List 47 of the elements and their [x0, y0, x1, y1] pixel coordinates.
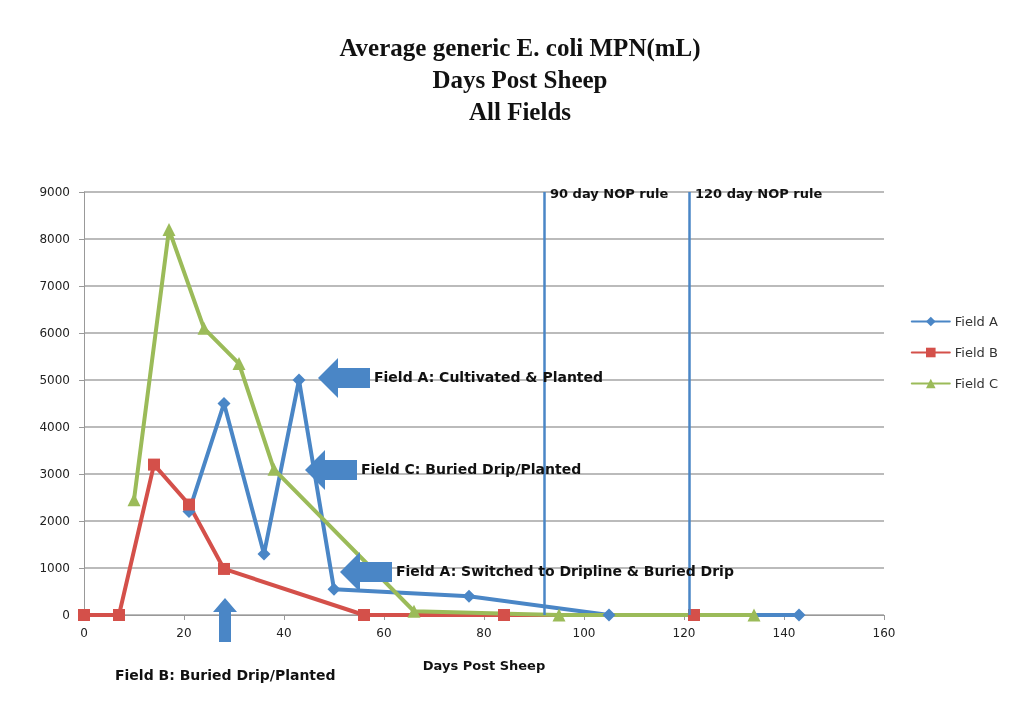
point	[602, 608, 616, 622]
y-tick-label: 3000	[39, 467, 70, 481]
x-tick-label: 60	[376, 626, 392, 640]
point	[498, 609, 510, 621]
y-tick-label: 4000	[39, 420, 70, 434]
point	[462, 589, 476, 603]
legend-label: Field B	[954, 345, 998, 360]
point	[183, 498, 195, 511]
x-tick-label: 160	[872, 626, 896, 640]
x-tick-label: 80	[476, 626, 492, 640]
x-tick-label: 100	[572, 626, 596, 640]
point	[113, 609, 125, 621]
text: Field B: Buried Drip/Planted	[115, 667, 336, 683]
y-tick-label: 2000	[39, 514, 70, 528]
point	[747, 608, 761, 622]
chart-title: Average generic E. coli MPN(mL) Days Post Sheep All Fields	[339, 33, 701, 125]
y-tick-label: 1000	[39, 561, 70, 575]
point	[792, 608, 806, 622]
y-tick-label: 5000	[39, 373, 70, 387]
y-tick-label: 8000	[39, 232, 70, 246]
point	[197, 321, 211, 335]
point	[148, 458, 160, 471]
y-tick-label: 0	[62, 608, 70, 622]
point	[127, 493, 141, 507]
point	[292, 373, 306, 387]
point	[232, 357, 246, 371]
x-tick-label: 20	[176, 626, 192, 640]
point	[218, 562, 230, 575]
legend-label: Field C	[954, 376, 998, 391]
point	[78, 609, 90, 621]
ref-line-label: 120 day NOP rule	[695, 185, 823, 201]
x-tick-label: 120	[672, 626, 696, 640]
x-tick-label: 0	[80, 626, 88, 640]
y-tick-label: 7000	[39, 279, 70, 293]
point	[267, 462, 281, 476]
point	[407, 604, 421, 618]
x-tick-label: 40	[276, 626, 292, 640]
y-tick-label: 6000	[39, 326, 70, 340]
legend-label: Field A	[954, 314, 998, 329]
point	[358, 609, 370, 621]
point	[327, 582, 341, 596]
ref-line-label: 90 day NOP rule	[550, 185, 669, 201]
point	[162, 223, 176, 237]
y-tick-label: 9000	[39, 185, 70, 199]
point	[552, 608, 566, 622]
x-tick-label: 140	[772, 626, 796, 640]
x-axis-title: Days Post Sheep	[422, 658, 546, 673]
